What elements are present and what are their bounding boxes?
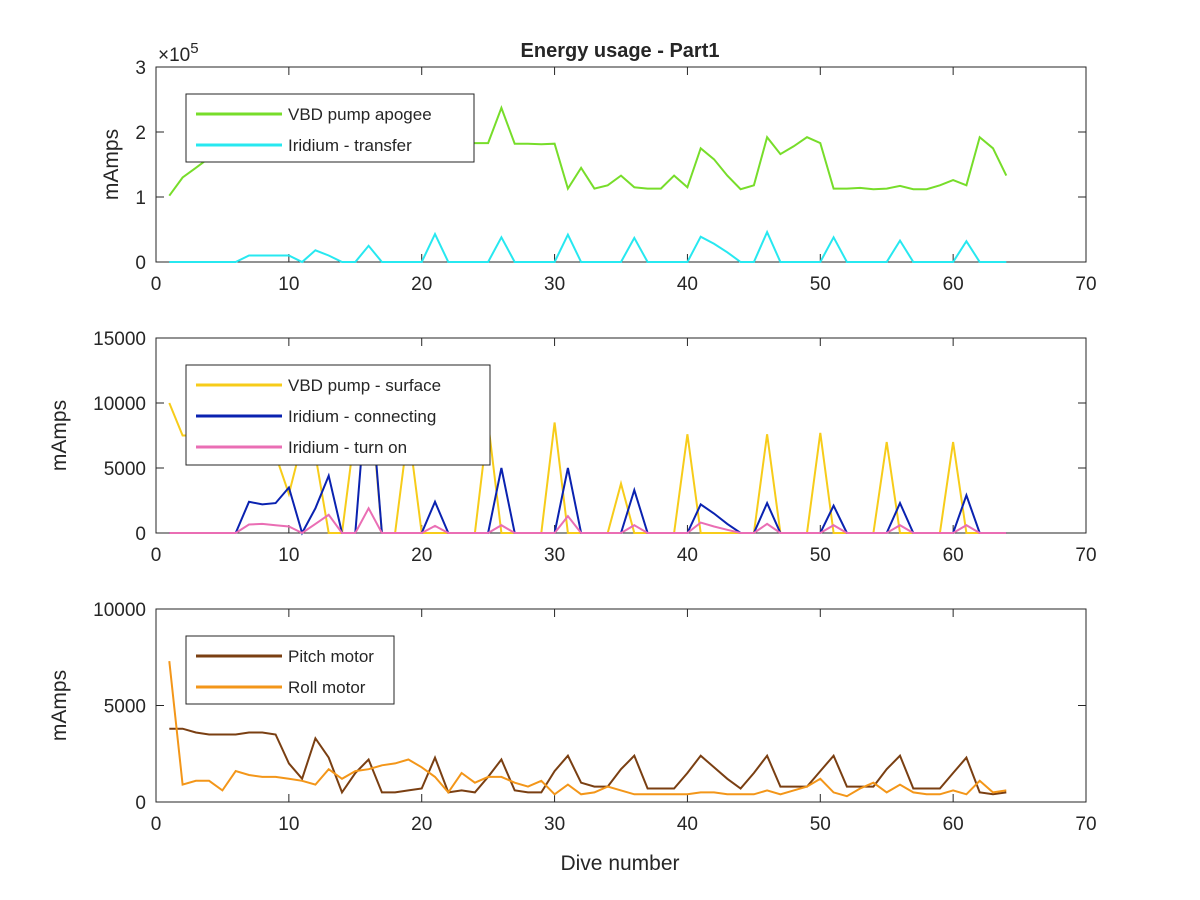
x-tick-label: 10 (278, 545, 299, 566)
x-tick-label: 0 (151, 274, 162, 295)
y-axis-label: mAmps (48, 400, 71, 471)
y-tick-label: 0 (135, 793, 146, 814)
x-tick-label: 70 (1075, 814, 1096, 835)
x-tick-label: 0 (151, 545, 162, 566)
x-axis-label: Dive number (560, 852, 679, 875)
legend-box (185, 635, 395, 705)
legend-label: Pitch motor (288, 647, 374, 666)
legend-label: Iridium - connecting (288, 407, 436, 426)
y-tick-label: 15000 (93, 329, 146, 350)
figure-title: Energy usage - Part1 (521, 40, 720, 62)
y-tick-label: 2 (135, 123, 146, 144)
x-tick-label: 40 (677, 274, 698, 295)
legend-label: Roll motor (288, 678, 366, 697)
y-tick-label: 5000 (104, 697, 146, 718)
legend-label: VBD pump - surface (288, 376, 441, 395)
legend-box (185, 93, 475, 163)
series-line-iridium-turn-on (169, 506, 1007, 535)
y-tick-label: 0 (135, 524, 146, 545)
y-tick-label: 1 (135, 188, 146, 209)
y-axis-label: mAmps (100, 129, 123, 200)
x-tick-label: 40 (677, 814, 698, 835)
legend: VBD pump apogee Iridium - transfer (185, 93, 475, 163)
x-tick-label: 0 (151, 814, 162, 835)
y-tick-label: 10000 (93, 394, 146, 415)
y-axis-label: mAmps (48, 670, 71, 741)
series-line-roll-motor (168, 660, 1007, 798)
legend: Pitch motor Roll motor (185, 635, 395, 705)
y-tick-label: 3 (135, 58, 146, 79)
x-tick-label: 20 (411, 814, 432, 835)
legend-label: Iridium - turn on (288, 438, 407, 457)
x-tick-label: 20 (411, 545, 432, 566)
y-exponent-label: ×105 (158, 40, 199, 66)
x-tick-label: 60 (943, 274, 964, 295)
axes-panel-2: 0 10 20 30 40 50 60 70 0 5000 10000 15000 mAmps VBD p… (48, 329, 1097, 566)
x-tick-label: 20 (411, 274, 432, 295)
x-tick-label: 70 (1075, 545, 1096, 566)
x-tick-label: 50 (810, 274, 831, 295)
axes-container: 0 10 20 30 40 50 60 70 0 1 2 3 mAmps ×105 VBD pump apo… (48, 40, 1097, 835)
x-tick-label: 10 (278, 814, 299, 835)
x-tick-label: 10 (278, 274, 299, 295)
x-tick-label: 40 (677, 545, 698, 566)
axes-panel-1: 0 10 20 30 40 50 60 70 0 1 2 3 mAmps ×105 VBD pump apo… (100, 40, 1097, 295)
y-tick-label: 5000 (104, 459, 146, 480)
x-tick-label: 60 (943, 814, 964, 835)
y-tick-label: 0 (135, 253, 146, 274)
axes-panel-3: 0 10 20 30 40 50 60 70 0 5000 10000 mAmps Pitch moto… (48, 600, 1097, 835)
legend: VBD pump - surface Iridium - connecting Ir… (185, 364, 491, 466)
legend-label: VBD pump apogee (288, 105, 432, 124)
x-tick-label: 60 (943, 545, 964, 566)
y-tick-label: 10000 (93, 600, 146, 621)
x-tick-label: 50 (810, 545, 831, 566)
x-tick-label: 30 (544, 814, 565, 835)
x-tick-label: 30 (544, 274, 565, 295)
x-tick-label: 30 (544, 545, 565, 566)
series-line-iridium-transfer (169, 229, 1007, 264)
x-tick-label: 70 (1075, 274, 1096, 295)
legend-label: Iridium - transfer (288, 136, 412, 155)
x-tick-label: 50 (810, 814, 831, 835)
